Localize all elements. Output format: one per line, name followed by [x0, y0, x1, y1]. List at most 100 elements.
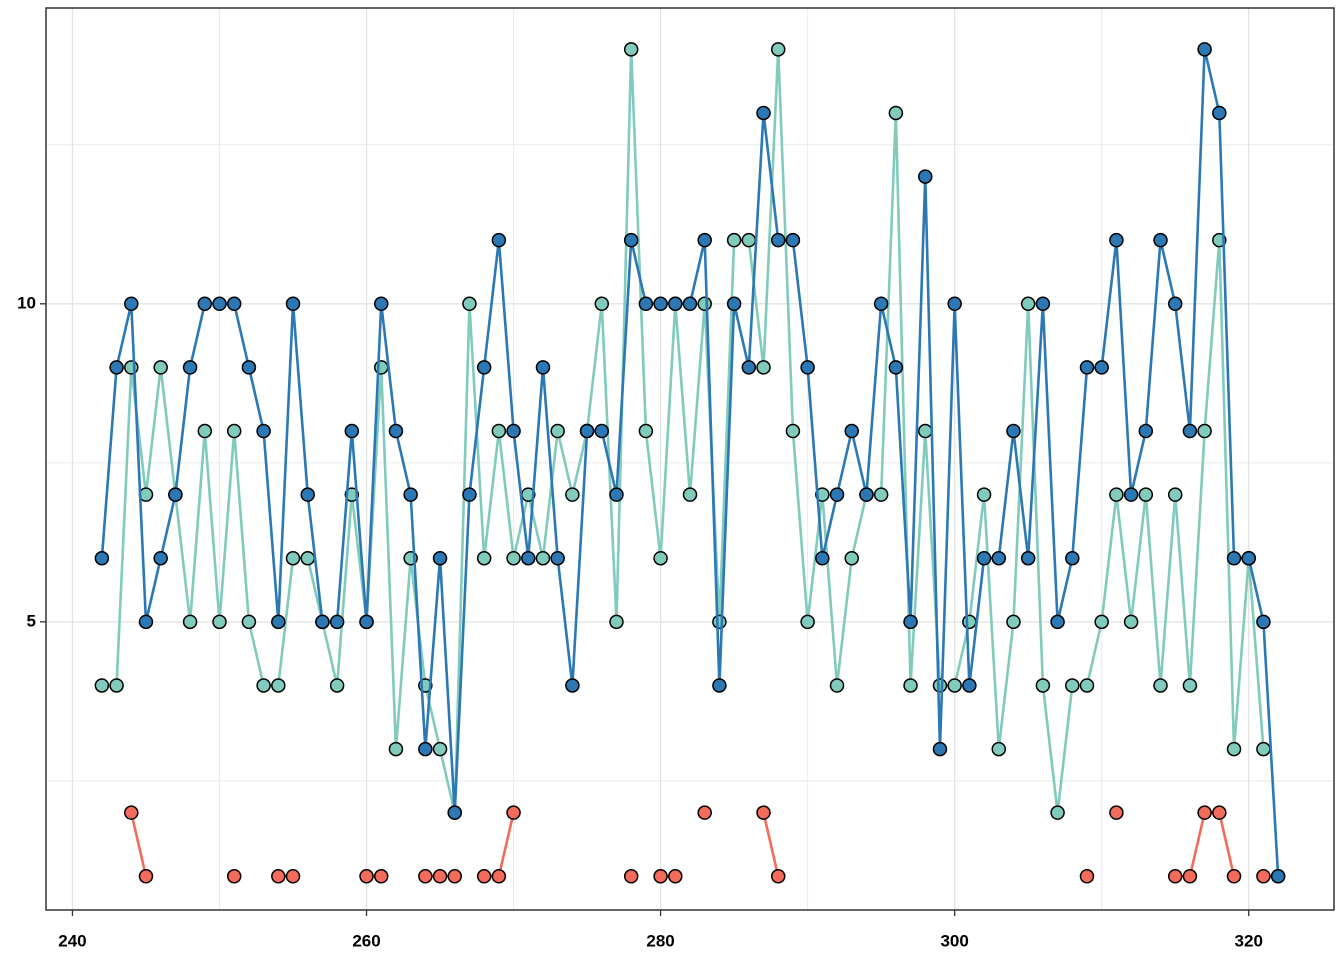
data-point	[653, 869, 668, 884]
data-point	[491, 869, 507, 884]
data-point	[726, 232, 742, 248]
data-point	[138, 614, 154, 630]
data-point	[521, 550, 536, 566]
data-point	[138, 869, 154, 884]
data-point	[1167, 487, 1183, 502]
data-point	[1153, 678, 1168, 693]
data-point	[124, 805, 139, 820]
data-point	[476, 360, 492, 375]
data-point	[271, 678, 286, 693]
data-point	[241, 614, 257, 630]
data-point	[1241, 550, 1256, 566]
data-point	[609, 487, 624, 502]
data-point	[1109, 487, 1124, 502]
data-point	[506, 423, 521, 439]
data-point	[153, 550, 168, 566]
data-point	[1138, 487, 1154, 502]
data-point	[1094, 614, 1109, 630]
data-point	[1256, 614, 1271, 630]
data-point	[697, 232, 712, 248]
data-point	[256, 423, 271, 439]
data-point	[1256, 741, 1271, 757]
data-point	[873, 487, 889, 502]
data-point	[1197, 805, 1212, 820]
data-point	[1035, 296, 1051, 312]
data-point	[903, 678, 918, 693]
data-point	[873, 296, 889, 312]
x-tick-label: 280	[646, 931, 674, 950]
data-point	[785, 423, 801, 439]
plot-border	[45, 7, 1335, 911]
data-point	[182, 614, 198, 630]
data-point	[1182, 678, 1198, 693]
data-point	[726, 296, 742, 312]
data-point	[94, 678, 110, 693]
data-point	[124, 296, 139, 312]
data-point	[1197, 423, 1212, 439]
data-point	[918, 169, 933, 184]
data-point	[815, 487, 830, 502]
data-point	[491, 423, 507, 439]
data-point	[594, 296, 610, 312]
data-point	[271, 614, 286, 630]
data-point	[594, 423, 610, 439]
data-point	[462, 296, 477, 312]
data-point	[124, 360, 139, 375]
data-point	[623, 232, 639, 248]
data-point	[1109, 805, 1124, 820]
data-point	[565, 678, 580, 693]
plot-background	[46, 8, 1334, 910]
data-point	[1270, 869, 1286, 884]
data-point	[197, 296, 213, 312]
data-point	[565, 487, 580, 502]
data-point	[373, 296, 389, 312]
data-point	[682, 296, 698, 312]
data-point	[1212, 105, 1227, 121]
data-point	[168, 487, 183, 502]
data-point	[388, 423, 404, 439]
data-point	[476, 550, 492, 566]
data-point	[432, 741, 448, 757]
data-point	[741, 232, 757, 248]
data-point	[770, 42, 786, 57]
data-point	[153, 360, 168, 375]
data-point	[300, 487, 315, 502]
data-point	[1212, 805, 1227, 820]
data-point	[932, 678, 948, 693]
data-point	[447, 869, 462, 884]
data-point	[1182, 869, 1198, 884]
data-point	[815, 550, 830, 566]
data-point	[1050, 805, 1065, 820]
data-point	[756, 360, 771, 375]
data-point	[285, 296, 301, 312]
data-point	[285, 869, 301, 884]
data-point	[373, 360, 389, 375]
data-point	[197, 423, 213, 439]
data-point	[329, 678, 345, 693]
data-point	[1035, 678, 1051, 693]
data-point	[991, 741, 1007, 757]
data-point	[462, 487, 477, 502]
data-point	[697, 296, 712, 312]
data-point	[962, 614, 977, 630]
data-point	[1226, 741, 1242, 757]
data-point	[506, 805, 521, 820]
data-point	[373, 869, 389, 884]
data-point	[550, 550, 565, 566]
data-point	[550, 423, 565, 439]
data-point	[991, 550, 1007, 566]
data-point	[109, 678, 124, 693]
data-point	[1079, 678, 1095, 693]
data-point	[829, 678, 845, 693]
data-point	[1226, 550, 1242, 566]
data-point	[1226, 869, 1242, 884]
y-tick-label: 5	[27, 611, 36, 630]
data-point	[300, 550, 315, 566]
data-point	[653, 296, 668, 312]
x-tick-label: 300	[940, 931, 968, 950]
data-point	[1123, 614, 1139, 630]
data-point	[844, 423, 859, 439]
x-tick-label: 240	[58, 931, 86, 950]
data-point	[785, 232, 801, 248]
data-point	[962, 678, 977, 693]
